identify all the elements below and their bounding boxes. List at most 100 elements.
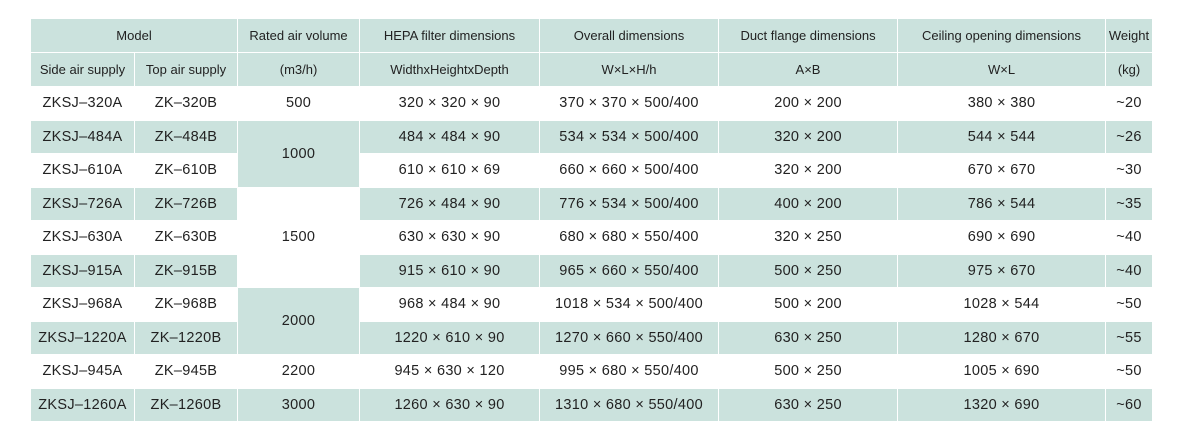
hepa-dimensions: 1220 × 610 × 90 — [359, 320, 541, 355]
header-rated-air-volume: Rated air volume — [237, 18, 361, 53]
ceiling-dimensions: 670 × 670 — [897, 153, 1107, 188]
header-weight: Weight — [1105, 18, 1154, 53]
top-air-model: ZK–1260B — [133, 387, 239, 422]
top-air-model: ZK–968B — [133, 287, 239, 322]
hepa-dimensions: 726 × 484 × 90 — [359, 186, 541, 221]
weight-value: ~35 — [1105, 186, 1154, 221]
spec-table: Model Rated air volume HEPA filter dimen… — [29, 18, 1154, 422]
hepa-dimensions: 945 × 630 × 120 — [359, 354, 541, 389]
ceiling-dimensions: 1280 × 670 — [897, 320, 1107, 355]
side-air-model: ZKSJ–1260A — [30, 387, 135, 422]
overall-dimensions: 1270 × 660 × 550/400 — [539, 320, 720, 355]
header-hepa-filter-unit: WidthxHeightxDepth — [359, 52, 541, 87]
overall-dimensions: 680 × 680 × 550/400 — [539, 220, 720, 255]
flange-dimensions: 320 × 200 — [718, 153, 899, 188]
header-duct-flange-unit: A×B — [718, 52, 899, 87]
hepa-dimensions: 630 × 630 × 90 — [359, 220, 541, 255]
top-air-model: ZK–320B — [133, 86, 239, 121]
rated-air-volume: 2200 — [237, 354, 361, 389]
rated-air-volume: 500 — [237, 86, 361, 121]
ceiling-dimensions: 786 × 544 — [897, 186, 1107, 221]
hepa-dimensions: 610 × 610 × 69 — [359, 153, 541, 188]
overall-dimensions: 370 × 370 × 500/400 — [539, 86, 720, 121]
weight-value: ~60 — [1105, 387, 1154, 422]
table-body: ZKSJ–320A ZK–320B 500 320 × 320 × 90 370… — [30, 86, 1154, 422]
header-weight-unit: (kg) — [1105, 52, 1154, 87]
top-air-model: ZK–945B — [133, 354, 239, 389]
table-row: ZKSJ–484A ZK–484B 1000 484 × 484 × 90 53… — [30, 119, 1154, 188]
hepa-dimensions: 1260 × 630 × 90 — [359, 387, 541, 422]
rated-air-volume: 2000 — [237, 287, 361, 355]
header-hepa-filter: HEPA filter dimensions — [359, 18, 541, 53]
header-ceiling-opening: Ceiling opening dimensions — [897, 18, 1107, 53]
ceiling-dimensions: 544 × 544 — [897, 119, 1107, 154]
ceiling-dimensions: 1320 × 690 — [897, 387, 1107, 422]
header-rated-air-volume-unit: (m3/h) — [237, 52, 361, 87]
weight-value: ~50 — [1105, 354, 1154, 389]
table-header: Model Rated air volume HEPA filter dimen… — [29, 18, 1154, 87]
weight-value: ~30 — [1105, 153, 1154, 188]
flange-dimensions: 500 × 250 — [718, 253, 899, 288]
side-air-model: ZKSJ–726A — [30, 186, 135, 221]
side-air-model: ZKSJ–320A — [30, 86, 135, 121]
side-air-model: ZKSJ–1220A — [30, 320, 135, 355]
table-row: ZKSJ–320A ZK–320B 500 320 × 320 × 90 370… — [30, 86, 1154, 121]
top-air-model: ZK–630B — [133, 220, 239, 255]
hepa-dimensions: 320 × 320 × 90 — [359, 86, 541, 121]
weight-value: ~40 — [1105, 220, 1154, 255]
rated-air-volume: 3000 — [237, 387, 361, 422]
side-air-model: ZKSJ–610A — [30, 153, 135, 188]
ceiling-dimensions: 1028 × 544 — [897, 287, 1107, 322]
hepa-dimensions: 484 × 484 × 90 — [359, 119, 541, 154]
top-air-model: ZK–484B — [133, 119, 239, 154]
overall-dimensions: 1018 × 534 × 500/400 — [539, 287, 720, 322]
weight-value: ~20 — [1105, 86, 1154, 121]
overall-dimensions: 965 × 660 × 550/400 — [539, 253, 720, 288]
side-air-model: ZKSJ–968A — [30, 287, 135, 322]
rated-air-volume: 1000 — [237, 119, 361, 188]
weight-value: ~55 — [1105, 320, 1154, 355]
table-row: ZKSJ–968A ZK–968B 2000 968 × 484 × 90 10… — [30, 287, 1154, 355]
header-row-titles: Model Rated air volume HEPA filter dimen… — [29, 18, 1154, 53]
side-air-model: ZKSJ–484A — [30, 119, 135, 154]
header-overall: Overall dimensions — [539, 18, 720, 53]
table-row: ZKSJ–610A ZK–610B 610 × 610 × 69 660 × 6… — [30, 153, 1154, 188]
top-air-model: ZK–1220B — [133, 320, 239, 355]
header-duct-flange: Duct flange dimensions — [718, 18, 899, 53]
hepa-dimensions: 915 × 610 × 90 — [359, 253, 541, 288]
table-row: ZKSJ–630A ZK–630B 630 × 630 × 90 680 × 6… — [30, 220, 1154, 255]
header-model: Model — [29, 18, 239, 53]
table-row: ZKSJ–945A ZK–945B 2200 945 × 630 × 120 9… — [30, 354, 1154, 389]
header-overall-unit: W×L×H/h — [539, 52, 720, 87]
flange-dimensions: 200 × 200 — [718, 86, 899, 121]
weight-value: ~26 — [1105, 119, 1154, 154]
table-row: ZKSJ–1220A ZK–1220B 1220 × 610 × 90 1270… — [30, 320, 1154, 355]
flange-dimensions: 500 × 200 — [718, 287, 899, 322]
overall-dimensions: 776 × 534 × 500/400 — [539, 186, 720, 221]
ceiling-dimensions: 380 × 380 — [897, 86, 1107, 121]
side-air-model: ZKSJ–630A — [30, 220, 135, 255]
rated-air-volume: 1500 — [237, 186, 361, 288]
hepa-dimensions: 968 × 484 × 90 — [359, 287, 541, 322]
overall-dimensions: 995 × 680 × 550/400 — [539, 354, 720, 389]
flange-dimensions: 630 × 250 — [718, 387, 899, 422]
header-top-air-supply: Top air supply — [133, 52, 239, 87]
flange-dimensions: 320 × 200 — [718, 119, 899, 154]
ceiling-dimensions: 1005 × 690 — [897, 354, 1107, 389]
side-air-model: ZKSJ–915A — [30, 253, 135, 288]
header-ceiling-opening-unit: W×L — [897, 52, 1107, 87]
table-row: ZKSJ–915A ZK–915B 915 × 610 × 90 965 × 6… — [30, 253, 1154, 288]
weight-value: ~50 — [1105, 287, 1154, 322]
header-row-units: Side air supply Top air supply (m3/h) Wi… — [30, 52, 1154, 87]
flange-dimensions: 500 × 250 — [718, 354, 899, 389]
top-air-model: ZK–915B — [133, 253, 239, 288]
flange-dimensions: 630 × 250 — [718, 320, 899, 355]
weight-value: ~40 — [1105, 253, 1154, 288]
table-row: ZKSJ–726A ZK–726B 1500 726 × 484 × 90 77… — [30, 186, 1154, 288]
overall-dimensions: 1310 × 680 × 550/400 — [539, 387, 720, 422]
overall-dimensions: 660 × 660 × 500/400 — [539, 153, 720, 188]
flange-dimensions: 320 × 250 — [718, 220, 899, 255]
header-side-air-supply: Side air supply — [30, 52, 135, 87]
ceiling-dimensions: 690 × 690 — [897, 220, 1107, 255]
table-row: ZKSJ–1260A ZK–1260B 3000 1260 × 630 × 90… — [30, 387, 1154, 422]
